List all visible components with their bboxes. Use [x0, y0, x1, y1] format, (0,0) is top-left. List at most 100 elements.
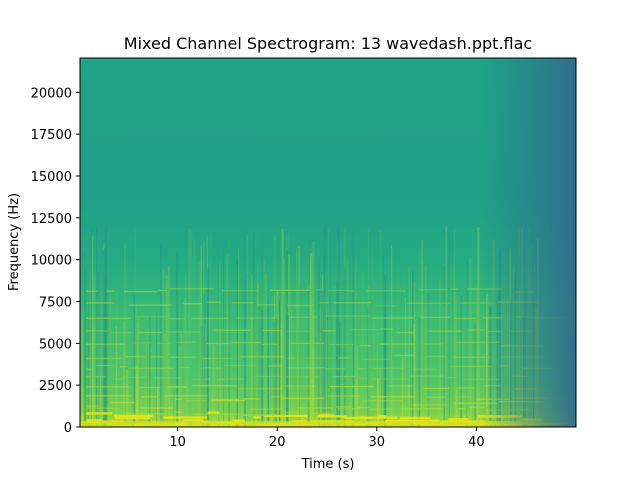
harmonic-segment [448, 418, 469, 421]
spectrogram-gap [228, 288, 231, 427]
spectrogram-streak [450, 329, 453, 427]
spectrogram-streak [250, 317, 253, 427]
harmonic-segment [86, 395, 132, 397]
spectrogram-streak [100, 374, 101, 427]
spectrogram-streak [305, 242, 307, 427]
harmonic-segment [385, 419, 409, 423]
harmonic-segment [318, 414, 335, 417]
harmonic-segment [455, 387, 475, 389]
spectrogram-streak [405, 297, 406, 427]
spectrogram-streak [274, 236, 276, 427]
spectrogram-gap [84, 253, 86, 427]
harmonic-segment [140, 407, 173, 409]
harmonic-segment [361, 400, 403, 402]
spectrogram-streak [226, 254, 229, 427]
harmonic-segment [423, 343, 443, 345]
spectrogram-gap [97, 272, 100, 427]
spectrogram-streak [124, 244, 126, 427]
harmonic-segment [322, 428, 334, 430]
spectrogram-streak [279, 329, 282, 427]
spectrogram-streak [384, 300, 387, 427]
harmonic-segment [86, 357, 123, 360]
harmonic-segment [287, 357, 296, 359]
spectrogram-gap [460, 295, 463, 427]
spectrogram-streak [477, 227, 480, 427]
spectrogram-streak [162, 269, 164, 427]
harmonic-segment [96, 365, 114, 367]
spectrogram-streak [206, 236, 208, 427]
spectrogram-streak [314, 343, 317, 427]
spectrogram-streak [217, 361, 219, 427]
spectrogram-streak [190, 228, 193, 427]
spectrogram-streak [283, 258, 285, 427]
harmonic-segment [214, 367, 223, 369]
spectrogram-streak [166, 284, 169, 427]
spectrogram-streak [407, 384, 410, 427]
harmonic-segment [267, 365, 282, 367]
spectrogram-streak [137, 342, 138, 427]
harmonic-segment [242, 414, 277, 416]
spectrogram-streak [203, 241, 205, 427]
harmonic-segment [256, 304, 277, 306]
spectrogram-streaks [81, 226, 539, 427]
spectrogram-streak [317, 338, 320, 427]
spectrogram-streak [288, 339, 291, 427]
harmonic-segment [426, 396, 447, 398]
spectrogram-gap [465, 260, 468, 427]
harmonic-segment [345, 290, 355, 292]
spectrogram-streak [261, 333, 263, 427]
spectrogram-streak [370, 374, 372, 427]
spectrogram-streak [287, 254, 291, 427]
spectrogram-streak [204, 324, 207, 427]
spectrogram-streak [454, 292, 457, 427]
spectrogram-streak [443, 305, 446, 427]
spectrogram-streak [281, 228, 284, 427]
spectrogram-streak [131, 348, 134, 427]
spectrogram-streak [346, 259, 349, 427]
harmonic-segment [270, 396, 282, 398]
spectrogram-streak [273, 293, 275, 427]
harmonic-segment [86, 330, 108, 332]
harmonic-segment [372, 367, 403, 370]
harmonic-segment [212, 329, 251, 331]
spectrogram-streak [247, 279, 249, 427]
spectrogram-streak [278, 311, 280, 427]
harmonic-segment [262, 329, 281, 332]
harmonic-segment [128, 304, 172, 306]
spectrogram-streak [248, 367, 251, 427]
harmonic-segment [192, 385, 238, 387]
y-tick-label: 15000 [31, 170, 72, 185]
spectrogram-streak [312, 241, 315, 427]
spectrogram-streak [404, 286, 405, 427]
harmonic-segment [290, 342, 325, 344]
harmonic-segment [284, 411, 300, 414]
harmonic-segment [86, 376, 106, 378]
spectrogram-gap [223, 250, 225, 427]
harmonic-segment [305, 357, 335, 359]
spectrogram-streak [422, 337, 424, 427]
spectrogram-streak [295, 329, 297, 427]
spectrogram-streak [188, 306, 191, 427]
harmonic-segment [240, 356, 285, 358]
harmonic-segment [379, 343, 416, 345]
harmonic-segment [139, 386, 161, 389]
spectrogram-streak [285, 296, 288, 427]
spectrogram-streak [367, 229, 369, 427]
harmonic-segment [254, 375, 284, 378]
spectrogram-streak [142, 358, 144, 427]
spectrogram-streak [183, 297, 186, 427]
spectrogram-streak [115, 326, 117, 427]
spectrogram-streak [164, 333, 166, 427]
harmonic-segment [335, 406, 352, 408]
spectrogram-gap [338, 321, 341, 427]
spectrogram-streak [147, 328, 149, 427]
y-axis: 0 2500 5000 7500 10000 12500 15000 17500 20000 [31, 86, 80, 436]
harmonic-segment [223, 365, 256, 367]
spectrogram-gap [260, 310, 264, 427]
spectrogram-streak [446, 227, 449, 427]
spectrogram-streak [276, 291, 279, 427]
spectrogram-streak [150, 347, 152, 427]
y-tick-label: 12500 [31, 212, 72, 227]
harmonic-segment [106, 290, 114, 292]
spectrogram-streak [151, 392, 153, 427]
